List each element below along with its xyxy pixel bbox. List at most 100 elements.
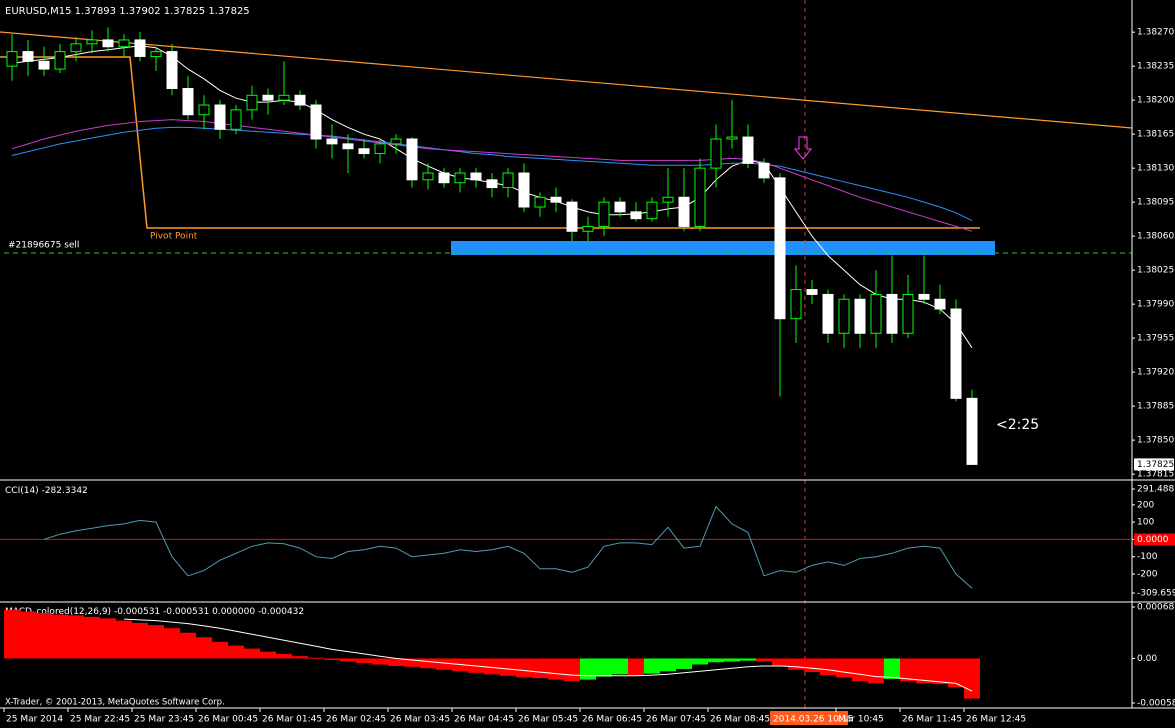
candle-body	[470, 172, 482, 181]
macd-bar	[788, 658, 804, 670]
macd-bar	[356, 658, 372, 663]
order-label: #21896675 sell	[8, 241, 79, 251]
candle-body	[710, 138, 722, 169]
macd-bar	[180, 632, 196, 659]
arrow-icon	[793, 136, 813, 160]
cci-header: CCI(14) -282.3342	[5, 486, 88, 496]
cci-name: CCI(14)	[5, 486, 39, 496]
candle-body	[6, 51, 18, 67]
macd-bar	[932, 658, 948, 685]
timer-label: <2:25	[996, 417, 1039, 433]
macd-bar	[404, 658, 420, 667]
ohlc-value: 1.37825	[208, 6, 249, 17]
macd-bar	[564, 658, 580, 682]
macd-bar	[244, 648, 260, 659]
candle-body	[342, 143, 354, 150]
macd-value: -0.000531	[114, 607, 160, 617]
candle-body	[486, 179, 498, 189]
x-tick-label: 26 Mar 02:45	[326, 715, 386, 725]
candle-body	[310, 104, 322, 140]
moving-average-line	[11, 119, 973, 232]
y-tick-label: 1.38235	[1137, 62, 1174, 72]
candle-body	[326, 138, 338, 145]
macd-bar	[660, 658, 676, 672]
candle-body	[534, 196, 546, 208]
macd-bar	[484, 658, 500, 675]
candle-body	[886, 293, 898, 334]
signal-line	[123, 618, 973, 692]
symbol-header: EURUSD,M15 1.37893 1.37902 1.37825 1.378…	[5, 6, 250, 17]
macd-name: MACD_colored(12,26,9)	[5, 607, 111, 617]
candle-body	[134, 39, 146, 57]
macd-value: 0.000000	[212, 607, 255, 617]
x-tick-label: Mar 10:45	[838, 715, 884, 725]
macd-bar	[820, 658, 836, 676]
macd-bar	[260, 651, 276, 659]
candle-body	[518, 172, 530, 208]
candle-body	[390, 138, 402, 145]
macd-bar	[276, 653, 292, 659]
y-tick-label: 291.4881	[1137, 485, 1175, 495]
x-tick-label: 26 Mar 00:45	[198, 715, 258, 725]
macd-bar	[676, 658, 692, 670]
macd-header: MACD_colored(12,26,9) -0.000531 -0.00053…	[5, 607, 304, 617]
y-tick-label: 1.38165	[1137, 130, 1174, 140]
macd-bar	[388, 658, 404, 667]
y-tick-label: -0.000589	[1137, 699, 1175, 709]
macd-bar	[116, 620, 132, 659]
y-tick-label: 1.37990	[1137, 300, 1174, 310]
macd-bar	[228, 645, 244, 659]
y-tick-label: 100	[1137, 518, 1154, 528]
candle-body	[838, 298, 850, 334]
macd-bar	[868, 658, 884, 684]
x-tick-label: 25 Mar 22:45	[70, 715, 130, 725]
y-tick-label: 1.38060	[1137, 232, 1174, 242]
x-tick-label: 26 Mar 12:45	[966, 715, 1026, 725]
macd-bar	[532, 658, 548, 679]
candle-body	[22, 51, 34, 62]
macd-bar	[548, 658, 564, 680]
macd-bar	[372, 658, 388, 665]
y-tick-label: 1.37850	[1137, 436, 1174, 446]
candle-body	[742, 136, 754, 164]
macd-bar	[420, 658, 436, 669]
candle-body	[822, 293, 834, 334]
candle-body	[278, 94, 290, 101]
candle-body	[502, 172, 514, 189]
candle-body	[870, 293, 882, 334]
zone-rectangle	[451, 241, 995, 255]
candle-body	[694, 167, 706, 227]
x-tick-label: 26 Mar 11:45	[902, 715, 962, 725]
x-tick-label: 26 Mar 01:45	[262, 715, 322, 725]
macd-bar	[852, 658, 868, 682]
candle-body	[598, 201, 610, 227]
macd-bar	[340, 658, 356, 662]
candle-body	[646, 201, 658, 220]
y-tick-label: 0.00068	[1137, 603, 1174, 613]
y-tick-label: 1.38130	[1137, 164, 1174, 174]
candle-body	[774, 177, 786, 320]
candle-body	[262, 94, 274, 101]
macd-bar	[36, 613, 52, 659]
macd-bar	[964, 658, 980, 699]
x-tick-label: 26 Mar 04:45	[454, 715, 514, 725]
candle-body	[214, 104, 226, 130]
y-tick-label: -100	[1137, 552, 1158, 562]
macd-bar	[436, 658, 452, 670]
macd-bar	[884, 658, 900, 679]
x-tick-label: 26 Mar 06:45	[582, 715, 642, 725]
y-tick-label: 1.38095	[1137, 198, 1174, 208]
y-tick-label: 1.37815	[1137, 470, 1174, 480]
macd-bar	[196, 637, 212, 659]
macd-bar	[292, 656, 308, 659]
ohlc-value: 1.37825	[164, 6, 205, 17]
x-tick-label: 26 Mar 03:45	[390, 715, 450, 725]
macd-bar	[724, 658, 740, 662]
candle-body	[934, 298, 946, 310]
macd-bar	[52, 614, 68, 659]
price-box	[1134, 458, 1174, 471]
macd-bar	[692, 658, 708, 665]
y-tick-label: 1.38025	[1137, 266, 1174, 276]
macd-bar	[84, 616, 100, 659]
